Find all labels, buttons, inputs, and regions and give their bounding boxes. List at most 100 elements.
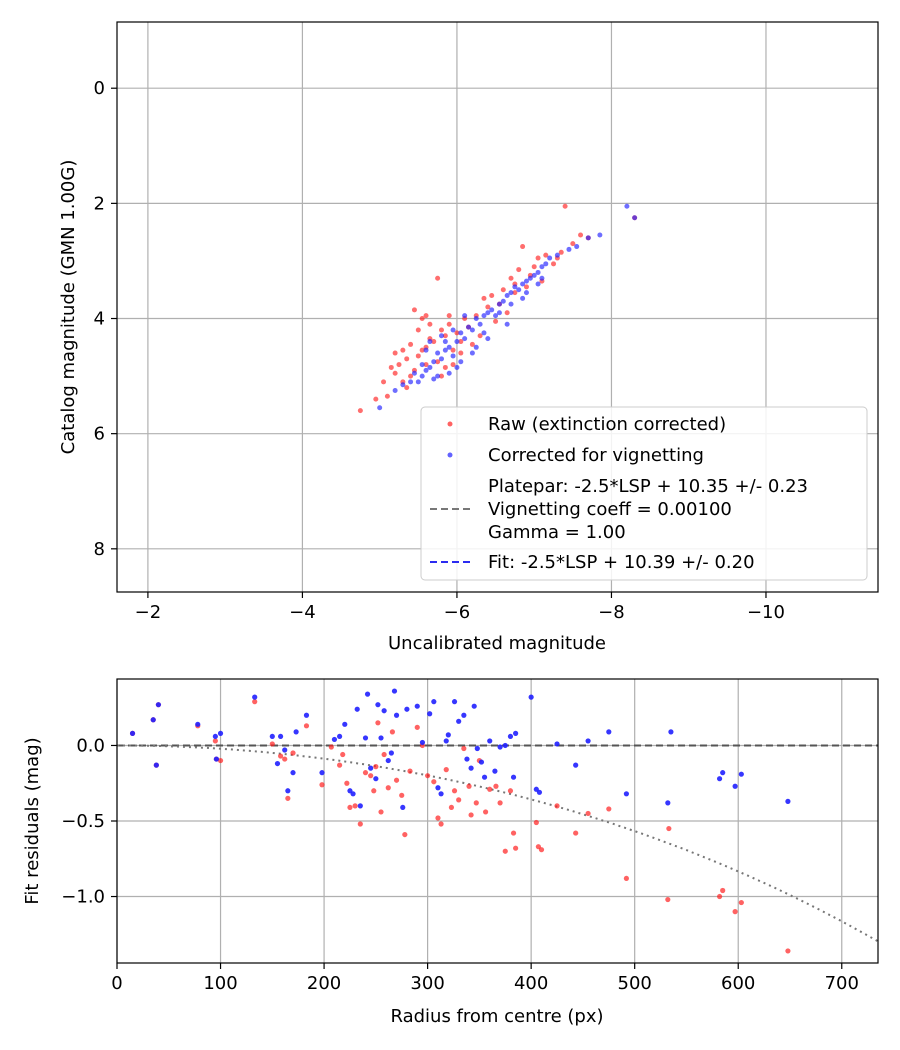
raw-point (543, 252, 549, 258)
raw-point (423, 313, 429, 319)
raw-residual-point (347, 804, 353, 811)
raw-point (415, 353, 421, 359)
bottom-grid (116, 679, 878, 963)
corrected-point (493, 313, 499, 319)
raw-residual-point (389, 729, 396, 735)
corrected-residual-point (391, 688, 398, 694)
raw-residual-point (431, 779, 437, 785)
corrected-point (438, 356, 444, 362)
y-tick-label: −0.5 (61, 811, 105, 832)
corrected-residual-point (212, 733, 218, 740)
raw-point (562, 203, 568, 209)
bottom-y-label: Fit residuals (mag) (22, 737, 43, 904)
corrected-point (469, 327, 475, 333)
corrected-residual-point (290, 770, 296, 776)
corrected-point (597, 232, 603, 238)
raw-residual-point (606, 806, 612, 812)
corrected-point (408, 379, 414, 385)
raw-residual-point (340, 751, 346, 758)
corrected-point (435, 373, 441, 379)
x-tick-label: 400 (514, 973, 548, 994)
raw-residual-point (373, 764, 379, 770)
raw-point (396, 362, 402, 368)
raw-point (531, 264, 537, 270)
corrected-residual-point (668, 729, 674, 735)
x-tick-label: 300 (410, 973, 444, 994)
raw-point (446, 321, 452, 327)
legend-gamma-label: Gamma = 1.00 (488, 522, 626, 543)
corrected-residual-point (481, 774, 488, 780)
legend-corrected-marker (447, 452, 453, 458)
corrected-point (431, 359, 437, 365)
corrected-point (427, 364, 433, 370)
corrected-point (462, 336, 468, 342)
raw-residual-point (461, 745, 467, 752)
raw-residual-point (282, 756, 288, 762)
raw-point (450, 362, 456, 368)
corrected-residual-point (362, 735, 369, 741)
corrected-residual-point (451, 699, 458, 705)
corrected-residual-point (337, 733, 343, 740)
corrected-residual-point (350, 791, 356, 797)
corrected-point (431, 376, 437, 382)
corrected-residual-point (400, 804, 406, 811)
corrected-point (469, 350, 475, 356)
raw-point (570, 241, 576, 247)
y-tick-label: 4 (94, 309, 105, 330)
raw-residual-point (399, 792, 405, 798)
bottom-x-label: Radius from centre (px) (390, 1006, 603, 1027)
corrected-point (535, 269, 541, 275)
corrected-residual-point (536, 789, 543, 795)
raw-residual-point (319, 782, 325, 788)
corrected-residual-point (438, 791, 444, 797)
corrected-residual-point (153, 762, 159, 768)
corrected-residual-point (497, 744, 503, 750)
raw-residual-point (277, 753, 284, 759)
raw-residual-point (344, 780, 350, 786)
raw-point (404, 385, 410, 391)
corrected-point (481, 330, 487, 336)
corrected-residual-point (414, 703, 420, 709)
corrected-residual-point (502, 742, 508, 749)
raw-point (388, 364, 394, 370)
corrected-residual-point (342, 721, 348, 727)
raw-point (408, 341, 414, 347)
corrected-point (411, 370, 417, 376)
corrected-point (446, 344, 452, 350)
x-tick-label: −6 (444, 602, 471, 623)
x-tick-label: 0 (111, 973, 122, 994)
raw-residual-point (482, 809, 489, 815)
fit-line (0, 0, 900, 206)
corrected-point (489, 307, 495, 313)
corrected-point (458, 330, 464, 336)
corrected-residual-point (435, 785, 441, 791)
raw-point (419, 316, 425, 322)
corrected-residual-point (492, 768, 498, 774)
raw-residual-point (732, 909, 738, 915)
raw-residual-point (290, 750, 296, 756)
corrected-point (415, 379, 421, 385)
raw-point (435, 275, 441, 281)
raw-point (516, 267, 522, 273)
raw-residual-point (385, 785, 391, 791)
corrected-residual-point (385, 757, 391, 764)
raw-point (392, 350, 398, 356)
corrected-residual-point (393, 712, 400, 718)
raw-residual-point (468, 812, 474, 818)
top-data (0, 0, 900, 414)
raw-residual-point (666, 825, 672, 832)
corrected-point (535, 281, 541, 287)
raw-residual-point (393, 777, 400, 783)
top-y-ticks: 0 2 4 6 8 (94, 78, 117, 560)
vignetting-curve (117, 744, 878, 943)
raw-point (481, 295, 487, 301)
raw-point (489, 292, 495, 298)
corrected-point (496, 310, 502, 316)
x-tick-label: 700 (825, 973, 859, 994)
corrected-point (477, 321, 483, 327)
raw-point (477, 333, 483, 339)
corrected-point (504, 292, 510, 298)
corrected-residual-point (373, 776, 379, 782)
raw-point (512, 290, 518, 296)
